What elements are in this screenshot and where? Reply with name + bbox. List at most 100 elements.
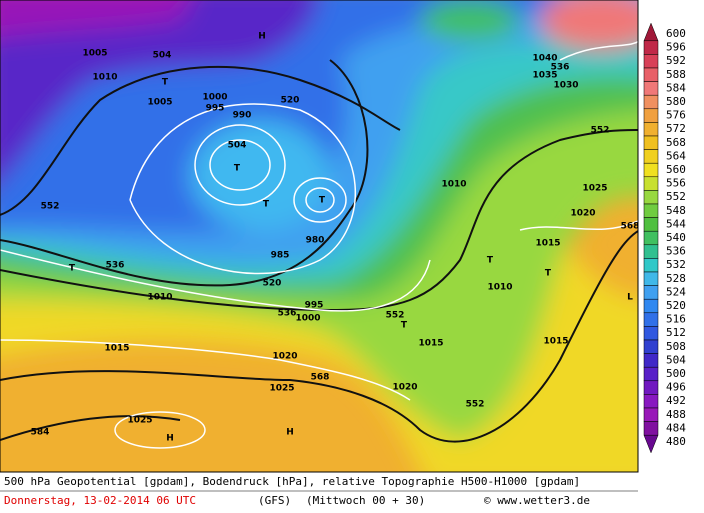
legend-label: 552 [666,190,686,203]
map-label: H [286,428,294,438]
map-label: T [162,78,169,88]
legend-label: 504 [666,353,686,366]
footer-line1: 500 hPa Geopotential [gpdam], Bodendruck… [4,475,580,488]
legend-swatch [643,190,659,205]
map-label: 1005 [147,98,172,108]
map-label: 1000 [202,93,227,103]
map-label: 1010 [92,73,117,83]
legend-swatch [643,230,659,246]
map-label: 1015 [418,339,443,349]
map-label: 584 [31,428,50,438]
legend-swatch [643,353,659,368]
map-label: 1010 [441,180,466,190]
legend-label: 588 [666,68,686,81]
legend-label: 540 [666,231,686,244]
legend-swatch [643,94,659,110]
map-label: 520 [281,96,300,106]
legend-label: 548 [666,204,686,217]
footer-bg [0,473,704,513]
legend-label: 492 [666,394,686,407]
map-label: T [487,256,494,266]
footer-run: (Mittwoch 00 + 30) [306,494,425,507]
legend-label: 532 [666,258,686,271]
legend-label: 596 [666,41,686,54]
map-label: 1020 [272,352,297,362]
map-label: 520 [263,279,282,289]
map-label: H [166,434,174,444]
map-label: 1025 [582,184,607,194]
map-label: 1035 [532,71,557,81]
legend-swatch [643,285,659,300]
map-label: 1025 [127,416,152,426]
legend-label: 512 [666,326,686,339]
map-label: 1000 [295,314,320,324]
map-label: 536 [278,309,297,319]
legend-swatch [643,312,659,327]
legend-swatch [643,203,659,218]
legend-swatch [643,380,659,395]
legend-label: 528 [666,272,686,285]
legend-label: 560 [666,163,686,176]
map-label: T [319,196,326,206]
legend-label: 524 [666,285,686,298]
legend-swatch [643,434,659,454]
legend-swatch [643,81,659,96]
legend-label: 584 [666,81,686,94]
legend-swatch [643,149,659,164]
map-frame [0,0,639,473]
map-label: 990 [233,111,252,121]
map-label: 536 [551,63,570,73]
pressure-contours [0,40,638,449]
legend-swatch [643,339,659,354]
map-label: 980 [306,236,325,246]
map-label: 1030 [553,81,578,91]
height-contours [0,59,638,443]
map-label: 552 [591,126,610,136]
map-label: 552 [466,400,485,410]
legend-swatch [643,271,659,286]
map-label: 568 [621,222,640,232]
legend-label: 556 [666,177,686,190]
legend-swatch [643,108,659,123]
map-label: 1015 [535,239,560,249]
map-label: 1025 [269,384,294,394]
legend-swatch [643,394,659,409]
legend-label: 484 [666,421,686,434]
legend-swatch [643,258,659,273]
map-label: 504 [153,51,172,61]
map-label: 1020 [392,383,417,393]
legend-swatch [643,122,659,137]
legend-label: 600 [666,27,686,40]
legend-swatch [643,22,659,42]
legend-label: 488 [666,408,686,421]
map-label: 568 [311,373,330,383]
map-label: 1020 [570,209,595,219]
legend-label: 500 [666,367,686,380]
legend-label: 516 [666,313,686,326]
legend-label: 576 [666,109,686,122]
map-label: 995 [206,104,225,114]
legend-label: 496 [666,381,686,394]
legend-label: 572 [666,122,686,135]
legend-label: 480 [666,435,686,448]
map-label: 1010 [487,283,512,293]
map-label: T [263,200,270,210]
footer-credit: © www.wetter3.de [484,494,590,507]
legend-swatch [643,135,659,150]
map-label: 504 [228,141,247,151]
legend: 6005965925885845805765725685645605565525… [643,22,686,454]
legend-label: 508 [666,340,686,353]
footer-date: Donnerstag, 13-02-2014 06 UTC [4,494,196,507]
legend-label: 580 [666,95,686,108]
map-label: 552 [41,202,60,212]
map-label: 552 [386,311,405,321]
legend-swatch [643,244,659,259]
legend-label: 564 [666,149,686,162]
map-label: 1040 [532,54,557,64]
legend-swatch [643,298,659,314]
map-label: 1015 [104,344,129,354]
map-label: 1005 [82,49,107,59]
legend-label: 568 [666,136,686,149]
